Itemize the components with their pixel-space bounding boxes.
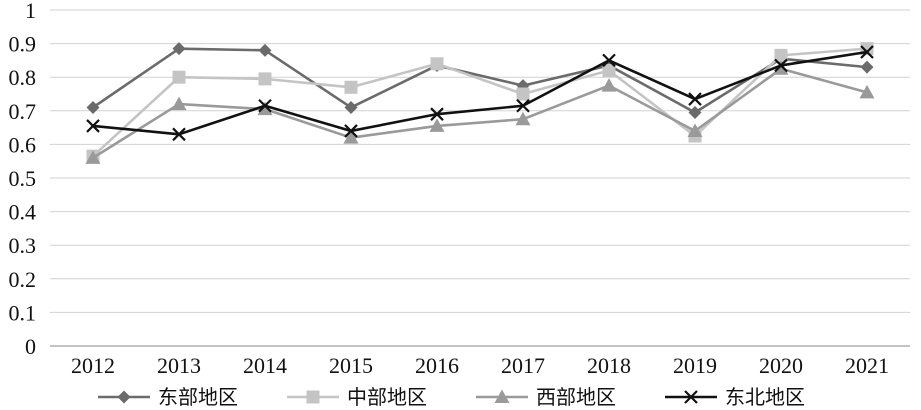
x-marker-stroke — [516, 98, 530, 113]
legend: 东部地区 中部地区 西部地区 东北地区 — [98, 385, 805, 409]
y-tick-label: 0.4 — [9, 200, 37, 225]
data-point — [602, 63, 616, 77]
y-axis-ticks: 0 0.1 0.2 0.3 0.4 0.5 0.6 0.7 0.8 0.9 1 — [9, 0, 37, 359]
legend-label: 东北地区 — [725, 385, 805, 409]
data-point — [773, 61, 789, 75]
data-point — [860, 45, 874, 59]
x-marker-stroke — [602, 53, 616, 68]
series-line — [92, 47, 868, 158]
x-marker-stroke — [774, 58, 788, 73]
data-point — [687, 123, 703, 137]
y-tick-label: 0.1 — [9, 300, 37, 325]
legend-item: 东部地区 — [98, 385, 238, 409]
x-tick-label: 2015 — [329, 353, 373, 378]
x-tick-label: 2018 — [587, 353, 631, 378]
x-tick-label: 2014 — [243, 353, 287, 378]
data-point — [171, 96, 187, 111]
series-line — [92, 47, 868, 114]
data-point — [258, 43, 272, 57]
data-point — [86, 100, 100, 114]
y-tick-label: 0.2 — [9, 267, 37, 292]
x-marker-stroke — [172, 127, 186, 142]
x-tick-label: 2017 — [501, 353, 545, 378]
data-point — [430, 107, 444, 121]
x-tick-label: 2019 — [673, 353, 717, 378]
x-marker-stroke — [258, 98, 272, 113]
series-4 — [86, 45, 874, 142]
series-3 — [85, 61, 875, 164]
data-point — [688, 105, 702, 119]
x-marker-stroke — [684, 390, 698, 404]
data-point — [516, 98, 530, 113]
y-tick-label: 0.3 — [9, 233, 37, 258]
y-tick-label: 0.6 — [9, 132, 37, 157]
data-point — [774, 48, 788, 62]
data-point — [343, 130, 359, 144]
data-point — [429, 118, 445, 132]
legend-swatch-marker — [684, 390, 698, 404]
legend-item: 西部地区 — [476, 385, 616, 409]
data-point — [172, 42, 186, 56]
y-tick-label: 0.5 — [9, 166, 37, 191]
legend-item: 中部地区 — [287, 385, 427, 409]
data-point — [601, 78, 617, 92]
x-marker-stroke — [86, 119, 100, 133]
data-point — [344, 80, 358, 94]
data-point — [86, 119, 100, 133]
grid-lines — [50, 9, 910, 347]
x-marker-stroke — [688, 92, 702, 106]
data-point — [344, 124, 358, 138]
data-point — [688, 92, 702, 106]
data-point — [430, 57, 444, 71]
data-point — [859, 84, 875, 99]
data-point — [258, 72, 272, 86]
series-line — [92, 67, 868, 159]
data-point — [515, 111, 531, 126]
x-tick-label: 2012 — [71, 353, 115, 378]
y-tick-label: 0 — [25, 334, 36, 359]
x-tick-label: 2013 — [157, 353, 201, 378]
data-point — [85, 150, 101, 164]
data-point — [774, 58, 788, 73]
x-tick-label: 2016 — [415, 353, 459, 378]
data-point — [172, 127, 186, 142]
data-point — [516, 87, 530, 101]
x-marker-stroke — [344, 124, 358, 138]
data-point — [258, 98, 272, 113]
x-marker-stroke — [860, 45, 874, 59]
x-tick-label: 2020 — [759, 353, 803, 378]
series-group — [85, 42, 875, 164]
data-point — [860, 60, 874, 74]
y-tick-label: 0.7 — [9, 99, 37, 124]
legend-label: 西部地区 — [536, 385, 616, 409]
y-tick-label: 0.9 — [9, 32, 37, 57]
legend-swatch-marker — [306, 390, 320, 404]
data-point — [344, 100, 358, 114]
x-axis-ticks: 2012 2013 2014 2015 2016 2017 2018 2019 2020 2021 — [71, 353, 889, 378]
x-tick-label: 2021 — [845, 353, 889, 378]
legend-swatch-marker — [117, 390, 131, 404]
series-line — [92, 50, 868, 136]
data-point — [257, 101, 273, 116]
legend-label: 东部地区 — [158, 385, 238, 409]
y-tick-label: 0.8 — [9, 65, 37, 90]
x-marker-stroke — [430, 107, 444, 121]
data-point — [602, 53, 616, 68]
legend-label: 中部地区 — [347, 385, 427, 409]
y-tick-label: 1 — [25, 0, 36, 23]
legend-swatch-marker — [494, 389, 510, 403]
legend-item: 东北地区 — [665, 385, 805, 409]
data-point — [172, 70, 186, 84]
